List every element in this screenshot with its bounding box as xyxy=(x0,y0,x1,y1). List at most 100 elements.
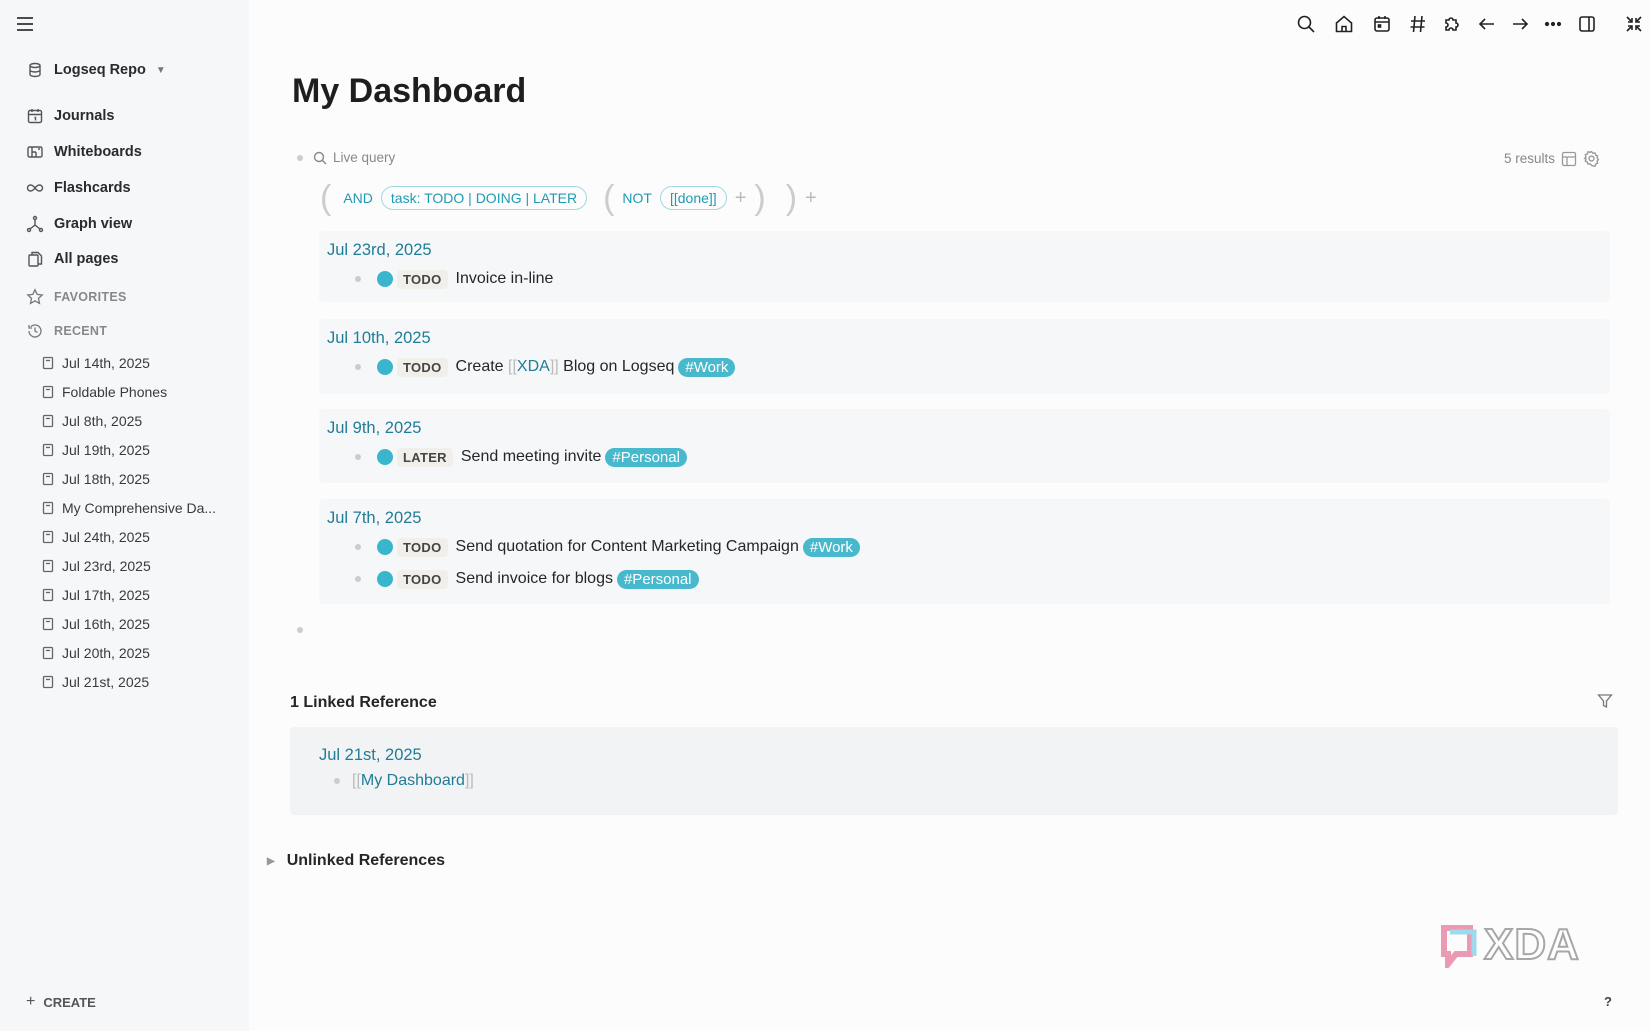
recent-page-label: Jul 20th, 2025 xyxy=(62,645,150,661)
favorites-section[interactable]: FAVORITES xyxy=(26,285,127,309)
task-marker[interactable]: TODO xyxy=(397,269,448,289)
recent-page-item[interactable]: Jul 14th, 2025 xyxy=(42,352,150,374)
task-marker[interactable]: TODO xyxy=(397,357,448,377)
arrow-left-button[interactable] xyxy=(1476,13,1498,35)
task-marker[interactable]: TODO xyxy=(397,569,448,589)
block-bullet[interactable] xyxy=(334,778,340,784)
graph-icon xyxy=(26,215,44,233)
recent-page-item[interactable]: Jul 19th, 2025 xyxy=(42,439,150,461)
recent-page-item[interactable]: Jul 17th, 2025 xyxy=(42,584,150,606)
filter-icon[interactable] xyxy=(1597,693,1613,709)
done-filter-chip[interactable]: [[done]] xyxy=(659,186,727,210)
block-bullet[interactable] xyxy=(355,276,361,282)
recent-page-label: Jul 8th, 2025 xyxy=(62,413,143,429)
page-ref-link[interactable]: My Dashboard xyxy=(360,772,465,789)
recent-page-label: Foldable Phones xyxy=(62,384,168,400)
recent-page-item[interactable]: Jul 8th, 2025 xyxy=(42,410,142,432)
task-checkbox[interactable] xyxy=(377,271,393,287)
home-button[interactable] xyxy=(1333,13,1355,35)
recent-page-item[interactable]: Jul 24th, 2025 xyxy=(42,526,150,548)
tag-link[interactable]: #Work xyxy=(678,357,736,377)
task-text: Blog on Logseq xyxy=(563,358,675,375)
recent-page-item[interactable]: My Comprehensive Da... xyxy=(42,497,216,519)
puzzle-icon xyxy=(1445,17,1459,31)
help-button[interactable]: ? xyxy=(1604,994,1612,1009)
search-button[interactable] xyxy=(1295,13,1317,35)
journal-page-link[interactable]: Jul 10th, 2025 xyxy=(327,329,431,347)
tag-link[interactable]: #Personal xyxy=(605,447,687,467)
linked-references-heading: 1 Linked Reference xyxy=(290,694,437,711)
sidebar-item-all-pages[interactable]: All pages xyxy=(26,247,118,271)
block-bullet[interactable] xyxy=(297,154,303,161)
task-checkbox[interactable] xyxy=(377,359,393,375)
menu-icon[interactable] xyxy=(16,15,34,38)
sidebar-item-flashcards[interactable]: Flashcards xyxy=(26,176,131,200)
block-bullet[interactable] xyxy=(355,364,361,370)
journal-page-link[interactable]: Jul 23rd, 2025 xyxy=(327,241,432,259)
journal-page-link[interactable]: Jul 9th, 2025 xyxy=(327,419,422,437)
tag-link[interactable]: #Work xyxy=(802,537,860,557)
recent-section[interactable]: RECENT xyxy=(26,319,107,343)
task-checkbox[interactable] xyxy=(377,449,393,465)
puzzle-button[interactable] xyxy=(1441,13,1463,35)
table-view-icon[interactable] xyxy=(1561,151,1577,167)
task-text: Create xyxy=(455,358,504,375)
arrow-left-icon xyxy=(1478,18,1494,30)
arrow-right-button[interactable] xyxy=(1509,13,1531,35)
task-checkbox[interactable] xyxy=(377,571,393,587)
reference-page-link[interactable]: Jul 21st, 2025 xyxy=(319,746,422,764)
tag-link[interactable]: #Personal xyxy=(616,569,699,589)
recent-page-item[interactable]: Jul 18th, 2025 xyxy=(42,468,150,490)
recent-page-item[interactable]: Jul 20th, 2025 xyxy=(42,642,150,664)
gear-icon[interactable] xyxy=(1583,150,1600,167)
recent-page-item[interactable]: Jul 16th, 2025 xyxy=(42,613,150,635)
add-clause-button[interactable]: + xyxy=(805,186,817,209)
journal-page-link[interactable]: Jul 7th, 2025 xyxy=(327,509,422,527)
task-checkbox[interactable] xyxy=(377,539,393,555)
task-filter-chip[interactable]: task: TODO | DOING | LATER xyxy=(380,186,588,210)
sidebar-toggle-icon xyxy=(1579,16,1595,32)
page-icon xyxy=(42,443,54,457)
calendar-icon xyxy=(1374,16,1390,32)
recent-page-item[interactable]: Jul 23rd, 2025 xyxy=(42,555,151,577)
home-icon xyxy=(1335,15,1353,33)
repo-selector[interactable]: Logseq Repo ▼ xyxy=(26,58,166,82)
add-filter-button[interactable]: + xyxy=(734,186,747,209)
compress-button[interactable] xyxy=(1623,13,1645,35)
arrow-right-icon xyxy=(1513,18,1529,30)
sidebar-item-journals[interactable]: Journals xyxy=(26,104,114,128)
empty-block-bullet[interactable] xyxy=(297,627,303,633)
paren-open: ( xyxy=(603,179,615,217)
calendar-button[interactable] xyxy=(1371,13,1393,35)
task-marker[interactable]: TODO xyxy=(397,537,448,557)
task-marker[interactable]: LATER xyxy=(397,447,453,467)
sidebar-item-graph-view[interactable]: Graph view xyxy=(26,212,132,236)
page-ref-link[interactable]: XDA xyxy=(516,358,550,375)
unlinked-references-toggle[interactable]: ▶ Unlinked References xyxy=(267,852,445,870)
block-bullet[interactable] xyxy=(355,454,361,460)
task-block: TODO Send invoice for blogs #Personal xyxy=(355,567,699,591)
recent-page-item[interactable]: Jul 21st, 2025 xyxy=(42,671,149,693)
more-button[interactable] xyxy=(1542,13,1564,35)
recent-page-item[interactable]: Foldable Phones xyxy=(42,381,167,403)
hashtag-button[interactable] xyxy=(1407,13,1429,35)
infinity-icon xyxy=(26,184,44,192)
page-icon xyxy=(42,530,54,544)
live-query-header: Live query xyxy=(297,150,395,165)
favorites-label: FAVORITES xyxy=(54,290,127,304)
caret-right-icon: ▶ xyxy=(267,855,275,867)
sidebar-item-whiteboards[interactable]: Whiteboards xyxy=(26,140,142,164)
bracket-open: [[ xyxy=(508,358,517,375)
recent-page-label: Jul 16th, 2025 xyxy=(62,616,150,632)
create-button[interactable]: + CREATE xyxy=(26,990,96,1014)
recent-page-label: Jul 17th, 2025 xyxy=(62,587,150,603)
block-bullet[interactable] xyxy=(355,544,361,550)
sidebar-toggle-button[interactable] xyxy=(1576,13,1598,35)
bracket-close: ]] xyxy=(464,772,474,789)
task-block: TODO Invoice in-line xyxy=(355,267,553,291)
calendar-icon xyxy=(27,109,43,124)
not-operator[interactable]: NOT xyxy=(622,190,652,206)
block-bullet[interactable] xyxy=(355,576,361,582)
and-operator[interactable]: AND xyxy=(343,190,373,206)
recent-page-label: Jul 18th, 2025 xyxy=(62,471,150,487)
